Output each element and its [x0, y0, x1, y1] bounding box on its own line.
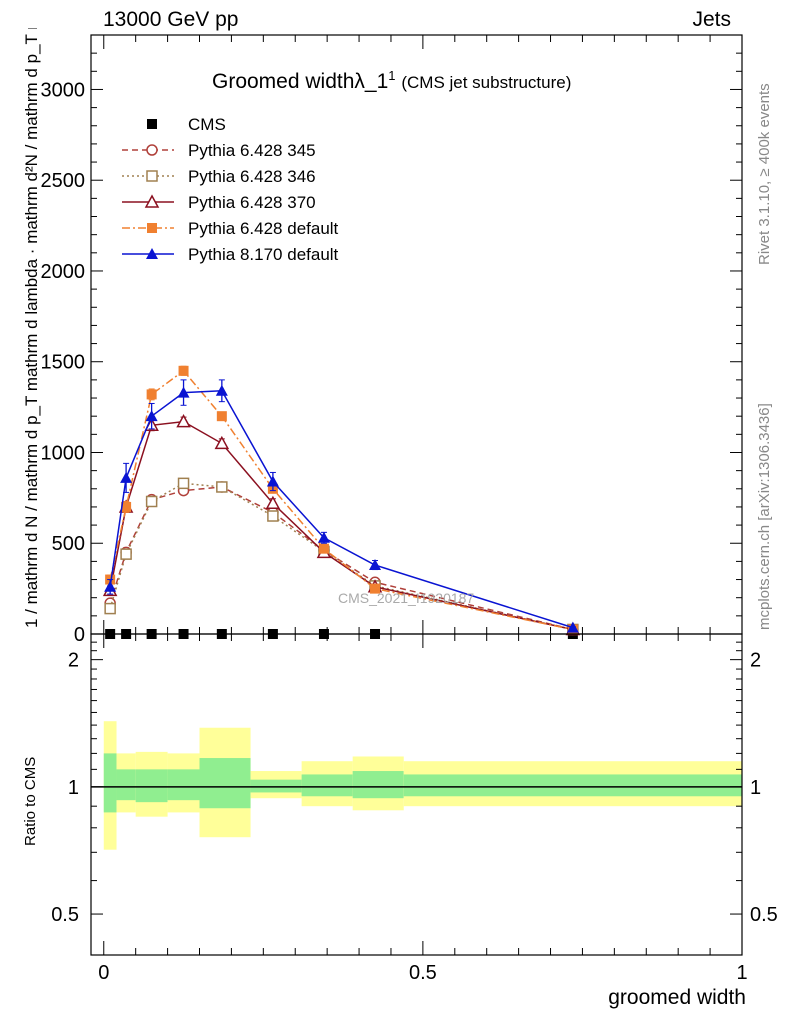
legend-label: Pythia 6.428 default [188, 219, 339, 238]
ratio-frame [90, 633, 743, 956]
legend-label: Pythia 6.428 345 [188, 141, 316, 160]
data-point [370, 583, 381, 594]
legend-marker [147, 223, 157, 233]
title-text: Groomed width [212, 70, 355, 93]
legend-label: CMS [188, 115, 226, 134]
data-point [317, 531, 330, 543]
series-line [109, 482, 574, 631]
rivet-label: Rivet 3.1.10, ≥ 400k events [756, 83, 773, 265]
data-point [145, 410, 158, 422]
data-point [266, 475, 279, 487]
x-axis-label: groomed width [608, 986, 746, 1009]
process-label: Jets [692, 8, 731, 31]
data-point [265, 495, 281, 510]
main-series [102, 365, 581, 639]
ratio-y-tick-label-right: 0.5 [750, 904, 778, 926]
ratio-inner-band [199, 758, 251, 809]
data-point [177, 386, 190, 398]
beam-label: 13000 GeV pp [103, 8, 239, 31]
data-point [145, 495, 158, 508]
x-tick-label: 1 [736, 962, 747, 984]
main-y-tick-label: 2500 [41, 170, 86, 192]
ratio-inner-band [301, 774, 353, 797]
data-point [104, 580, 117, 592]
x-tick-label: 0.5 [409, 962, 437, 984]
ratio-y-tick-label-right: 1 [750, 777, 761, 799]
main-title: Groomed widthλ_11 (CMS jet substructure) [212, 68, 571, 94]
watermark: CMS_2021_I1920187 [338, 590, 475, 606]
ratio-y-tick-label-right: 2 [750, 650, 761, 672]
legend-label: Pythia 6.428 370 [188, 193, 316, 212]
legend-marker [146, 248, 158, 259]
title-sup: 1 [388, 68, 396, 83]
main-y-tick-label: 0 [74, 624, 85, 646]
ratio-inner-band [403, 774, 742, 797]
legend-label: Pythia 8.170 default [188, 245, 339, 264]
series-line [109, 486, 574, 631]
axes: 0 500 1000 1500 2000 2500 3000 0.5 0.5 1 1 2 2 0 0.5 1 [41, 34, 778, 984]
data-point [215, 384, 228, 396]
ratio-y-tick-label: 0.5 [51, 904, 79, 926]
legend-marker [144, 194, 160, 208]
main-y-tick-label: 1500 [41, 352, 86, 374]
data-point [104, 602, 116, 615]
data-point [178, 365, 189, 376]
main-y-tick-label: 3000 [41, 79, 86, 101]
ratio-inner-band [116, 769, 136, 801]
main-y-tick-label: 1000 [41, 442, 86, 464]
data-point [267, 510, 279, 522]
ratio-inner-band [103, 753, 117, 813]
mcplots-label: mcplots.cern.ch [arXiv:1306.3436] [756, 403, 773, 630]
data-point [146, 389, 157, 400]
data-point [121, 501, 132, 512]
data-point [120, 548, 132, 560]
legend-label: Pythia 6.428 346 [188, 167, 316, 186]
y-axis-label-ratio: Ratio to CMS [22, 756, 39, 846]
data-point [120, 471, 133, 483]
ratio-y-tick-label: 1 [68, 777, 79, 799]
x-tick-label: 0 [98, 962, 109, 984]
y-axis-label-main: 1 / mathrm d N / mathrm d p_T mathrm d l… [22, 28, 41, 628]
series-1 [104, 481, 579, 636]
series-5 [104, 379, 579, 633]
data-point [318, 543, 329, 554]
legend: CMS Pythia 6.428 345 Pythia 6.428 346 Pythi… [122, 115, 339, 264]
legend-marker [146, 144, 158, 156]
data-point [214, 435, 230, 450]
data-point [216, 481, 228, 493]
ratio-inner-band [250, 779, 302, 793]
data-point [369, 559, 382, 571]
ratio-inner-band [135, 769, 168, 803]
main-y-tick-label: 2000 [41, 261, 86, 283]
series-2 [104, 477, 579, 636]
ratio-inner-band [352, 771, 404, 799]
legend-marker [146, 170, 158, 182]
title-suffix: (CMS jet substructure) [401, 73, 572, 92]
data-point [176, 414, 191, 428]
main-y-tick-label: 500 [52, 533, 85, 555]
ratio-bands [91, 721, 742, 850]
data-point [177, 477, 190, 490]
title-lambda: λ_1 [354, 70, 389, 93]
data-point [566, 621, 579, 633]
ratio-y-tick-label: 2 [68, 650, 79, 672]
ratio-inner-band [167, 769, 200, 801]
legend-marker [147, 119, 157, 129]
data-point [216, 411, 227, 422]
